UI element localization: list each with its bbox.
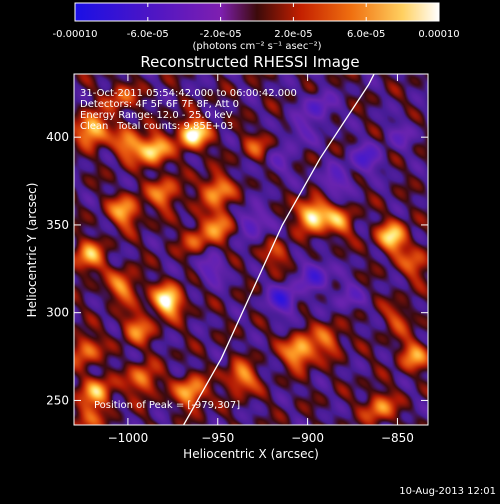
x-axis-label: Heliocentric X (arcsec) <box>183 447 319 461</box>
y-axis-label: Heliocentric Y (arcsec) <box>25 183 39 318</box>
colorbar-tick-label: -6.0e-05 <box>127 29 169 40</box>
annotation-block: 31-Oct-2011 05:54:42.000 to 06:00:42.000… <box>80 88 297 132</box>
annotation-time-range: 31-Oct-2011 05:54:42.000 to 06:00:42.000 <box>80 88 297 99</box>
x-tick-label: −850 <box>381 431 414 445</box>
solar-limb-line <box>183 74 375 425</box>
y-tick-label: 350 <box>46 218 69 232</box>
y-axis: 250 300 350 400 <box>46 130 428 407</box>
y-tick-label: 400 <box>46 130 69 144</box>
heatmap-image <box>74 74 428 425</box>
annotation-counts: Total counts: 9.85E+03 <box>116 121 233 132</box>
annotation-energy: Energy Range: 12.0 - 25.0 keV <box>80 110 233 121</box>
chart-title: Reconstructed RHESSI Image <box>140 53 359 71</box>
x-tick-label: −900 <box>291 431 324 445</box>
annotation-method: Clean <box>80 121 108 132</box>
colorbar-tick-label: 2.0e-05 <box>274 29 312 40</box>
colorbar-tick-label: -0.00010 <box>53 29 98 40</box>
footer-date: 10-Aug-2013 12:01 <box>399 486 496 497</box>
colorbar-gradient <box>74 2 440 22</box>
colorbar-tick-label: -2.0e-05 <box>200 29 242 40</box>
x-axis: −1000 −950 −900 −850 <box>108 74 414 445</box>
colorbar: -0.00010 -6.0e-05 -2.0e-05 2.0e-05 6.0e-05 0.… <box>53 2 460 52</box>
y-tick-label: 300 <box>46 306 69 320</box>
colorbar-tick-label: 6.0e-05 <box>347 29 385 40</box>
plot-frame <box>73 73 429 426</box>
colorbar-tick-label: 0.00010 <box>418 29 459 40</box>
annotation-peak-position: Position of Peak = [-979,307] <box>94 400 240 411</box>
colorbar-unit-label: (photons cm⁻² s⁻¹ asec⁻²) <box>192 41 321 52</box>
y-tick-label: 250 <box>46 393 69 407</box>
x-tick-label: −1000 <box>108 431 149 445</box>
x-tick-label: −950 <box>201 431 234 445</box>
annotation-detectors: Detectors: 4F 5F 6F 7F 8F, Att 0 <box>80 99 239 110</box>
colorbar-ticks: -0.00010 -6.0e-05 -2.0e-05 2.0e-05 6.0e-05 0.… <box>53 3 460 40</box>
heatmap-area <box>74 74 428 425</box>
